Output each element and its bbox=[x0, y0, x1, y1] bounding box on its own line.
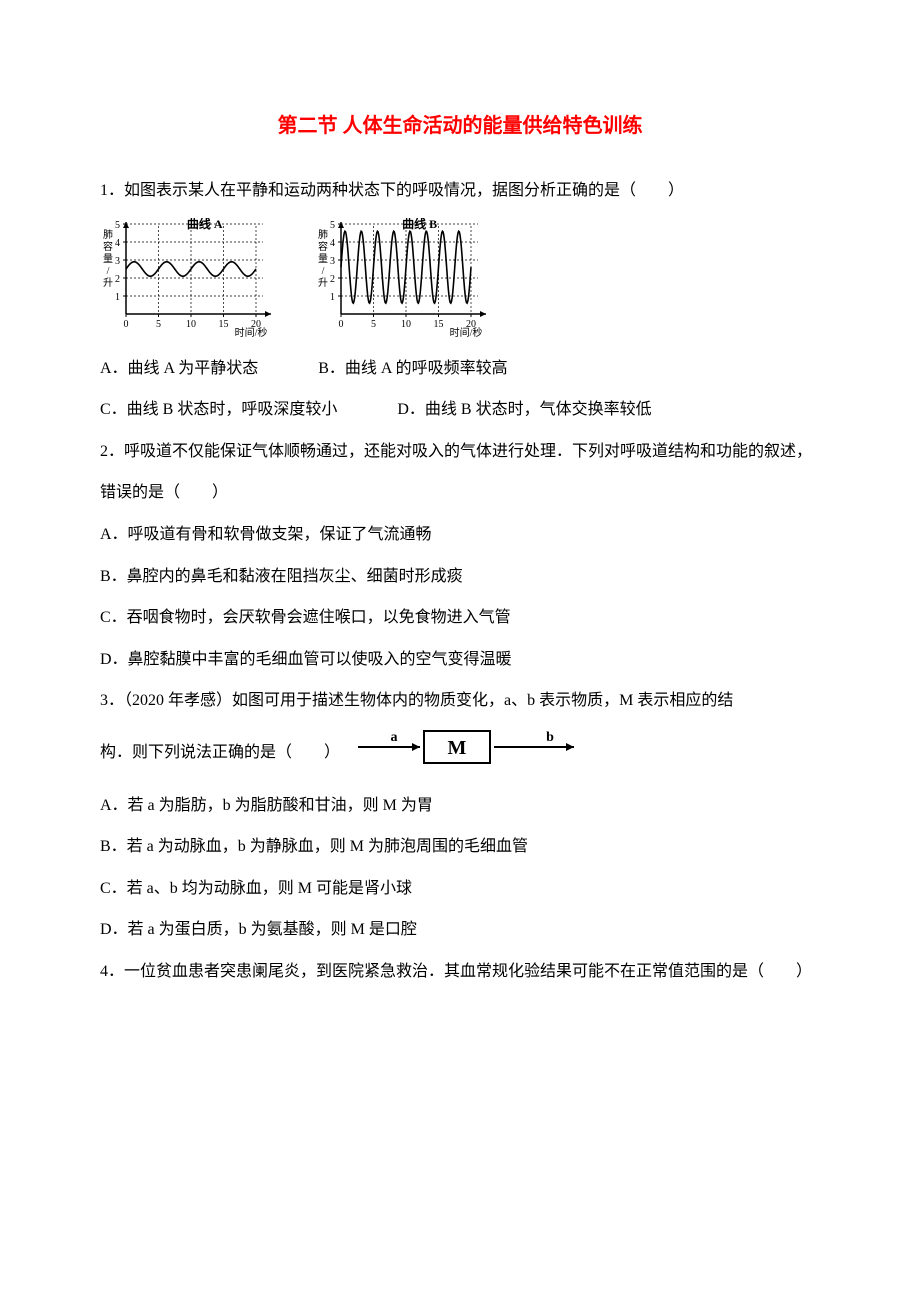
svg-text:0: 0 bbox=[339, 319, 344, 330]
svg-text:曲线 A: 曲线 A bbox=[187, 218, 223, 231]
q3-text: 3．（2020 年孝感）如图可用于描述生物体内的物质变化，a、b 表示物质，M … bbox=[100, 680, 820, 784]
q1-optA: A．曲线 A 为平静状态 bbox=[100, 348, 258, 390]
q1-charts: 1234505101520肺容量/升时间/秒曲线 A 1234505101520… bbox=[100, 218, 820, 338]
svg-text:15: 15 bbox=[219, 319, 229, 330]
svg-text:容: 容 bbox=[318, 240, 328, 253]
svg-text:5: 5 bbox=[371, 319, 376, 330]
svg-text:M: M bbox=[448, 737, 467, 759]
q3-optC: C．若 a、b 均为动脉血，则 M 可能是肾小球 bbox=[100, 868, 820, 910]
svg-text:时间/秒: 时间/秒 bbox=[235, 326, 268, 338]
q3-pre: 3．（2020 年孝感）如图可用于描述生物体内的物质变化，a、b 表示物质，M … bbox=[100, 692, 733, 709]
worksheet-page: 第二节 人体生命活动的能量供给特色训练 1．如图表示某人在平静和运动两种状态下的… bbox=[0, 0, 920, 1302]
svg-text:b: b bbox=[546, 730, 554, 745]
svg-text:10: 10 bbox=[401, 319, 411, 330]
svg-text:0: 0 bbox=[124, 319, 129, 330]
q2-optB: B．鼻腔内的鼻毛和黏液在阻挡灰尘、细菌时形成痰 bbox=[100, 556, 820, 598]
svg-text:5: 5 bbox=[115, 220, 120, 231]
svg-text:容: 容 bbox=[103, 240, 113, 253]
svg-text:/: / bbox=[322, 266, 325, 277]
q2-text: 2．呼吸道不仅能保证气体顺畅通过，还能对吸入的气体进行处理．下列对呼吸道结构和功… bbox=[100, 431, 820, 514]
q3-optA: A．若 a 为脂肪，b 为脂肪酸和甘油，则 M 为胃 bbox=[100, 785, 820, 827]
svg-text:a: a bbox=[391, 730, 398, 745]
q3-diagram: a Mb bbox=[350, 722, 590, 785]
svg-text:5: 5 bbox=[156, 319, 161, 330]
svg-text:2: 2 bbox=[115, 274, 120, 285]
svg-text:10: 10 bbox=[186, 319, 196, 330]
svg-text:5: 5 bbox=[330, 220, 335, 231]
svg-text:曲线 B: 曲线 B bbox=[402, 218, 437, 231]
svg-text:升: 升 bbox=[318, 277, 328, 289]
svg-text:4: 4 bbox=[115, 238, 120, 249]
svg-text:时间/秒: 时间/秒 bbox=[450, 326, 483, 338]
q1-optC: C．曲线 B 状态时，呼吸深度较小 bbox=[100, 389, 337, 431]
q1-optD: D．曲线 B 状态时，气体交换率较低 bbox=[397, 389, 651, 431]
q3-post: 构．则下列说法正确的是（ ） bbox=[100, 744, 340, 761]
q1-options-row1: A．曲线 A 为平静状态 B．曲线 A 的呼吸频率较高 bbox=[100, 348, 820, 390]
svg-text:1: 1 bbox=[330, 292, 335, 303]
svg-text:15: 15 bbox=[434, 319, 444, 330]
svg-text:肺: 肺 bbox=[103, 229, 113, 241]
q1-text: 1．如图表示某人在平静和运动两种状态下的呼吸情况，据图分析正确的是（ ） bbox=[100, 170, 820, 212]
chart-b: 1234505101520肺容量/升时间/秒曲线 B bbox=[315, 218, 490, 338]
svg-text:3: 3 bbox=[330, 256, 335, 267]
q3-optD: D．若 a 为蛋白质，b 为氨基酸，则 M 是口腔 bbox=[100, 909, 820, 951]
q4-text: 4．一位贫血患者突患阑尾炎，到医院紧急救治．其血常规化验结果可能不在正常值范围的… bbox=[100, 951, 820, 993]
chart-b-svg: 1234505101520肺容量/升时间/秒曲线 B bbox=[315, 218, 490, 338]
svg-text:1: 1 bbox=[115, 292, 120, 303]
q3-optB: B．若 a 为动脉血，b 为静脉血，则 M 为肺泡周围的毛细血管 bbox=[100, 826, 820, 868]
svg-text:升: 升 bbox=[103, 277, 113, 289]
q2-optA: A．呼吸道有骨和软骨做支架，保证了气流通畅 bbox=[100, 514, 820, 556]
page-title: 第二节 人体生命活动的能量供给特色训练 bbox=[100, 100, 820, 152]
chart-a: 1234505101520肺容量/升时间/秒曲线 A bbox=[100, 218, 275, 338]
q3-diagram-svg: a Mb bbox=[350, 722, 590, 768]
q1-optB: B．曲线 A 的呼吸频率较高 bbox=[318, 348, 507, 390]
svg-text:3: 3 bbox=[115, 256, 120, 267]
svg-text:量: 量 bbox=[318, 253, 328, 265]
svg-text:/: / bbox=[107, 266, 110, 277]
svg-text:肺: 肺 bbox=[318, 229, 328, 241]
svg-text:4: 4 bbox=[330, 238, 335, 249]
chart-a-svg: 1234505101520肺容量/升时间/秒曲线 A bbox=[100, 218, 275, 338]
q2-optC: C．吞咽食物时，会厌软骨会遮住喉口，以免食物进入气管 bbox=[100, 597, 820, 639]
svg-text:量: 量 bbox=[103, 253, 113, 265]
q2-optD: D．鼻腔黏膜中丰富的毛细血管可以使吸入的空气变得温暖 bbox=[100, 639, 820, 681]
q1-options-row2: C．曲线 B 状态时，呼吸深度较小 D．曲线 B 状态时，气体交换率较低 bbox=[100, 389, 820, 431]
svg-text:2: 2 bbox=[330, 274, 335, 285]
